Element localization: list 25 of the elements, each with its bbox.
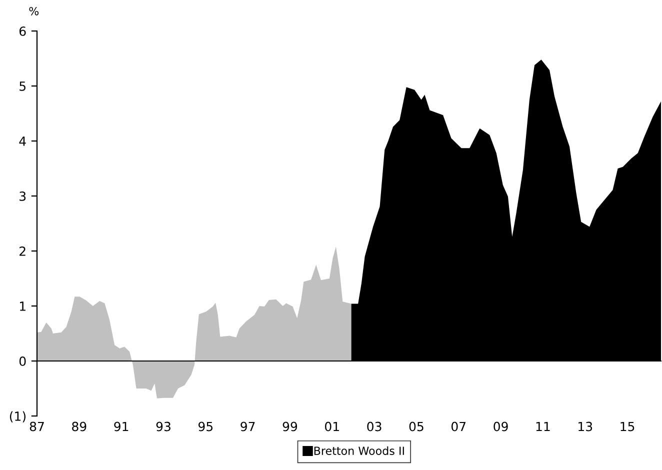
y-tick-label: 1 (20, 302, 26, 311)
x-tick-label: 01 (325, 422, 339, 432)
x-tick-label: 95 (198, 422, 213, 432)
x-tick-label: 11 (536, 422, 550, 432)
y-axis-title: % (29, 6, 39, 16)
x-tick-label: 87 (30, 422, 44, 432)
y-tick-label: 6 (20, 26, 26, 36)
y-tick-label: 5 (20, 82, 26, 91)
x-tick-label: 05 (409, 422, 424, 432)
x-tick-label: 93 (156, 422, 170, 432)
y-tick-label: 3 (20, 191, 26, 201)
legend-label: Bretton Woods II (314, 446, 404, 456)
x-tick-label: 99 (282, 422, 298, 432)
x-tick-label: 13 (578, 422, 592, 432)
x-tick-label: 91 (114, 422, 128, 432)
y-tick-label: 4 (19, 136, 26, 146)
y-tick-label: (1) (10, 411, 26, 422)
x-tick-label: 89 (72, 422, 86, 432)
x-tick-label: 09 (494, 422, 508, 432)
x-tick-label: 07 (451, 422, 466, 432)
y-tick-label: 0 (19, 356, 26, 366)
x-tick-label: 97 (240, 422, 255, 432)
x-tick-label: 15 (620, 422, 634, 432)
y-tick-label: 2 (20, 246, 26, 256)
x-tick-label: 03 (367, 422, 382, 432)
